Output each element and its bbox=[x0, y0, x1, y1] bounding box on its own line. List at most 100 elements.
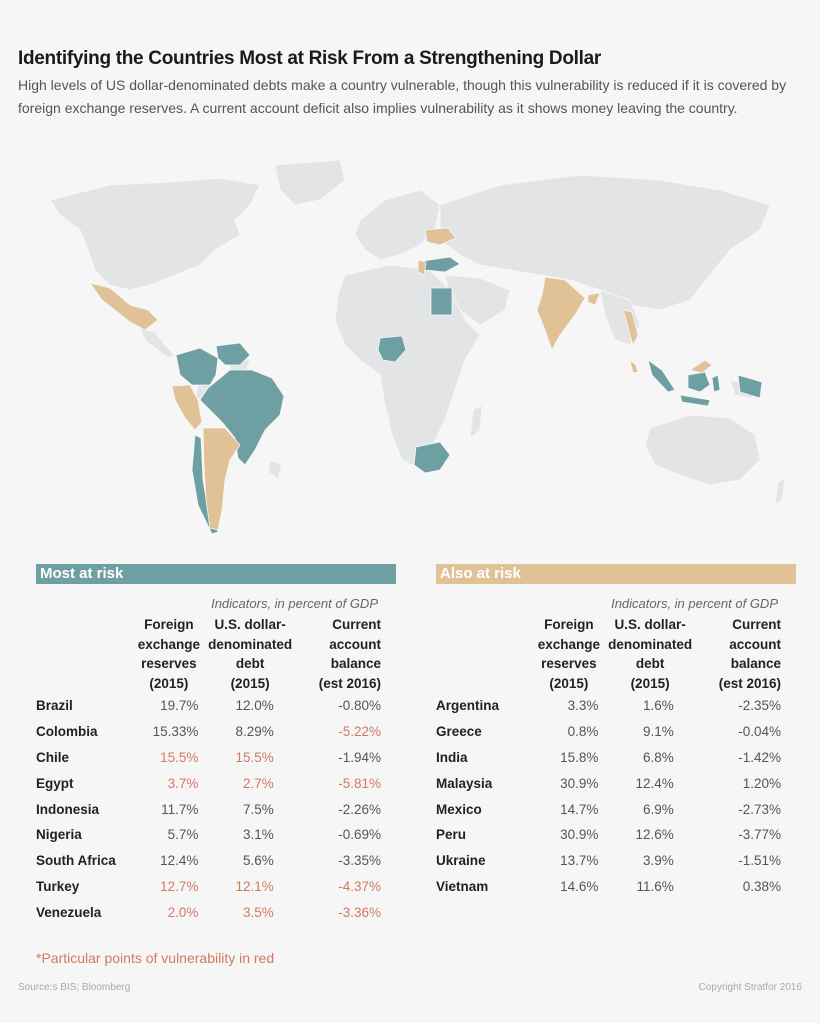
fx-reserves-value: 3.7% bbox=[167, 775, 199, 791]
map-chile bbox=[191, 434, 219, 535]
fx-reserves-value: 15.8% bbox=[560, 749, 599, 765]
table-row: Mexico 14.7% 6.9% -2.73% bbox=[436, 796, 781, 822]
map-malaysia-borneo bbox=[689, 359, 713, 374]
table-row: Nigeria 5.7% 3.1% -0.69% bbox=[36, 822, 381, 848]
map-peru bbox=[171, 384, 203, 431]
current-account-value: 0.38% bbox=[742, 878, 781, 894]
usd-debt-value: 3.5% bbox=[242, 904, 274, 920]
country-name: Colombia bbox=[36, 724, 98, 740]
fx-reserves-value: 13.7% bbox=[560, 853, 599, 869]
usd-debt-value: 9.1% bbox=[642, 724, 674, 740]
current-account-value: -1.51% bbox=[738, 853, 781, 869]
country-name: Greece bbox=[436, 724, 482, 740]
map-indonesia-papua bbox=[737, 374, 763, 399]
table-row: Vietnam 14.6% 11.6% 0.38% bbox=[436, 874, 781, 900]
map-indonesia-java bbox=[679, 394, 711, 407]
map-indonesia-borneo bbox=[687, 371, 711, 393]
map-greece bbox=[417, 259, 427, 276]
also-at-risk-rows: Argentina 3.3% 1.6% -2.35% Greece 0.8% 9.1% -0.… bbox=[436, 693, 781, 899]
fx-reserves-value: 11.7% bbox=[161, 801, 199, 817]
fx-reserves-value: 12.4% bbox=[160, 853, 199, 869]
col-header-fx: Foreign exchange reserves (2015) bbox=[137, 617, 201, 691]
fx-reserves-value: 12.7% bbox=[160, 878, 199, 894]
fx-reserves-value: 5.7% bbox=[167, 827, 199, 843]
current-account-value: 1.20% bbox=[742, 775, 781, 791]
usd-debt-value: 6.8% bbox=[642, 749, 674, 765]
current-account-value: -3.36% bbox=[338, 904, 381, 920]
country-name: Nigeria bbox=[36, 827, 82, 843]
table-row: Peru 30.9% 12.6% -3.77% bbox=[436, 822, 781, 848]
source-credit: Source:s BIS; Bloomberg bbox=[18, 982, 131, 993]
map-south-africa bbox=[413, 441, 451, 474]
country-name: South Africa bbox=[36, 853, 116, 869]
country-name: Turkey bbox=[36, 878, 80, 894]
col-header-fx: Foreign exchange reserves (2015) bbox=[537, 617, 601, 691]
table-row: Greece 0.8% 9.1% -0.04% bbox=[436, 719, 781, 745]
map-brazil bbox=[199, 369, 285, 466]
fx-reserves-value: 15.33% bbox=[152, 724, 199, 740]
most-at-risk-heading: Most at risk bbox=[36, 564, 396, 584]
page-title: Identifying the Countries Most at Risk F… bbox=[18, 48, 601, 69]
most-at-risk-panel: Most at risk Indicators, in percent of G… bbox=[36, 564, 396, 925]
map-ukraine bbox=[424, 227, 457, 246]
table-row: Egypt 3.7% 2.7% -5.81% bbox=[36, 770, 381, 796]
country-name: Chile bbox=[36, 749, 70, 765]
col-header-cab: Current account balance (est 2016) bbox=[318, 617, 381, 691]
table-row: Brazil 19.7% 12.0% -0.80% bbox=[36, 693, 381, 719]
copyright: Copyright Stratfor 2016 bbox=[698, 982, 802, 993]
map-india bbox=[536, 276, 586, 351]
most-at-risk-table: Foreign exchange reserves (2015) U.S. dolla… bbox=[36, 615, 381, 925]
country-name: Argentina bbox=[436, 698, 500, 714]
country-name: Peru bbox=[436, 827, 467, 843]
usd-debt-value: 6.9% bbox=[642, 801, 674, 817]
current-account-value: -5.22% bbox=[338, 724, 381, 740]
usd-debt-value: 11.6% bbox=[636, 878, 674, 894]
country-name: Brazil bbox=[36, 698, 73, 714]
table-row: Malaysia 30.9% 12.4% 1.20% bbox=[436, 770, 781, 796]
col-header-debt: U.S. dollar-denominated debt (2015) bbox=[608, 617, 693, 691]
current-account-value: -1.42% bbox=[738, 749, 781, 765]
country-name: Egypt bbox=[36, 775, 74, 791]
map-argentina bbox=[202, 427, 241, 531]
vulnerability-note: *Particular points of vulnerability in r… bbox=[36, 950, 275, 966]
country-name: Indonesia bbox=[36, 801, 100, 817]
usd-debt-value: 7.5% bbox=[242, 801, 274, 817]
fx-reserves-value: 30.9% bbox=[560, 827, 599, 843]
page-subtitle: High levels of US dollar-denominated deb… bbox=[18, 77, 787, 116]
map-nigeria bbox=[377, 335, 407, 363]
current-account-value: -0.80% bbox=[338, 698, 381, 714]
current-account-value: -0.69% bbox=[338, 827, 381, 843]
also-at-risk-panel: Also at risk Indicators, in percent of G… bbox=[436, 564, 796, 899]
fx-reserves-value: 3.3% bbox=[567, 698, 599, 714]
table-row: Indonesia 11.7% 7.5% -2.26% bbox=[36, 796, 381, 822]
current-account-value: -2.73% bbox=[738, 801, 781, 817]
map-turkey bbox=[422, 256, 461, 273]
table-row: India 15.8% 6.8% -1.42% bbox=[436, 745, 781, 771]
table-row: Argentina 3.3% 1.6% -2.35% bbox=[436, 693, 781, 719]
col-header-debt: U.S. dollar-denominated debt (2015) bbox=[208, 617, 293, 691]
usd-debt-value: 1.6% bbox=[642, 698, 674, 714]
table-row: Ukraine 13.7% 3.9% -1.51% bbox=[436, 848, 781, 874]
usd-debt-value: 12.1% bbox=[235, 878, 274, 894]
map-egypt bbox=[430, 287, 453, 316]
fx-reserves-value: 19.7% bbox=[160, 698, 199, 714]
country-name: Ukraine bbox=[436, 853, 486, 869]
table-row: South Africa 12.4% 5.6% -3.35% bbox=[36, 848, 381, 874]
usd-debt-value: 3.1% bbox=[242, 827, 274, 843]
fx-reserves-value: 14.7% bbox=[560, 801, 599, 817]
table-row: Chile 15.5% 15.5% -1.94% bbox=[36, 745, 381, 771]
current-account-value: -2.26% bbox=[338, 801, 381, 817]
usd-debt-value: 12.6% bbox=[635, 827, 674, 843]
table-row: Venezuela 2.0% 3.5% -3.36% bbox=[36, 899, 381, 925]
usd-debt-value: 12.4% bbox=[635, 775, 674, 791]
map-malaysia-peninsula bbox=[629, 358, 639, 374]
current-account-value: -3.77% bbox=[738, 827, 781, 843]
current-account-value: -4.37% bbox=[338, 878, 381, 894]
country-name: Mexico bbox=[436, 801, 482, 817]
map-indonesia-sulawesi bbox=[711, 374, 721, 393]
current-account-value: -0.04% bbox=[738, 724, 781, 740]
current-account-value: -1.94% bbox=[338, 749, 381, 765]
table-row: Turkey 12.7% 12.1% -4.37% bbox=[36, 874, 381, 900]
indicators-label: Indicators, in percent of GDP bbox=[611, 596, 778, 611]
fx-reserves-value: 2.0% bbox=[167, 904, 199, 920]
